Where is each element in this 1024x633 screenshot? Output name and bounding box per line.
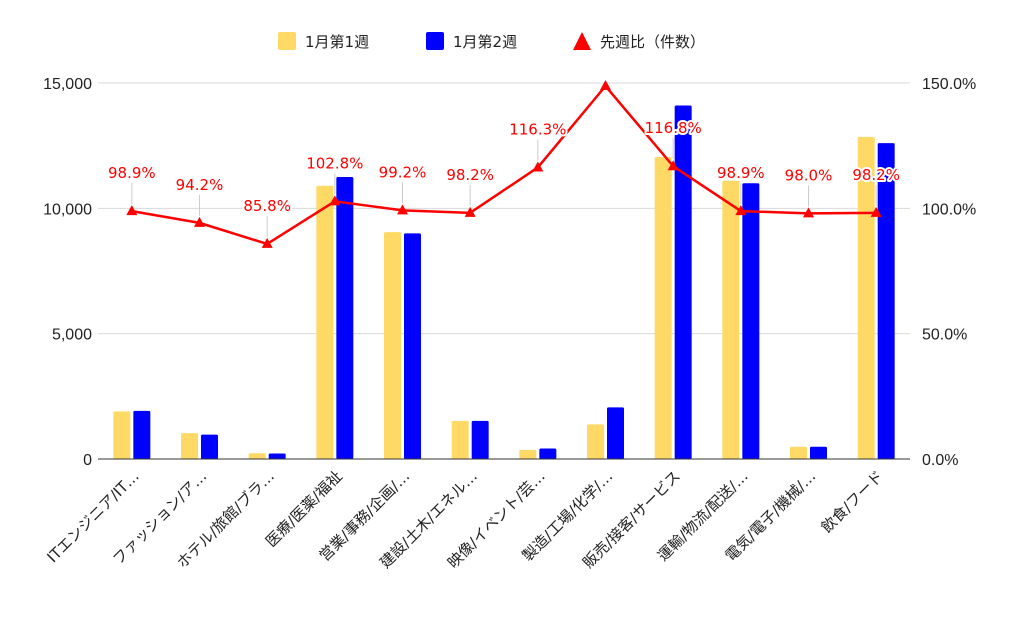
ratio-marker [464, 206, 476, 217]
bar-series-2 [539, 448, 557, 459]
data-label: 98.9% [717, 164, 765, 182]
y-right-tick-label: 150.0% [922, 76, 976, 93]
ratio-marker [532, 161, 544, 172]
data-label: 99.2% [379, 163, 427, 181]
data-label-halo: 99.2% [379, 163, 427, 181]
bar-series-1 [451, 420, 469, 459]
y-left-tick-label: 15,000 [43, 76, 92, 93]
y-left-tick-label: 5,000 [52, 327, 92, 344]
bar-series-2 [471, 420, 489, 459]
line-layer: 98.9%98.9%94.2%94.2%85.8%85.8%102.8%102.… [106, 80, 902, 248]
bar-series-1 [790, 446, 807, 459]
bar-series-1 [113, 411, 131, 459]
data-label-halo: 116.3% [509, 120, 566, 138]
bar-series-2 [133, 410, 151, 459]
bar-series-2 [268, 453, 286, 459]
bar-series-1 [519, 449, 537, 459]
ratio-marker [667, 160, 679, 171]
bar-series-1 [181, 433, 198, 459]
ratio-marker [735, 205, 747, 216]
data-label: 116.8% [645, 119, 702, 137]
bar-series-1 [654, 156, 672, 460]
grid-layer [98, 82, 910, 460]
bar-series-2 [201, 434, 218, 459]
y-right-tick-label: 0.0% [922, 452, 958, 469]
bar-series-1 [248, 453, 266, 459]
data-label: 98.2% [852, 166, 900, 184]
data-label: 98.9% [108, 164, 156, 182]
y-left-tick-label: 10,000 [43, 201, 92, 218]
axis-layer: 05,00010,00015,0000.0%50.0%100.0%150.0%I… [43, 76, 976, 572]
legend-label: 先週比（件数） [600, 33, 705, 51]
bar-series-2 [877, 143, 895, 459]
data-label: 98.0% [785, 166, 833, 184]
data-label: 116.3% [509, 120, 566, 138]
data-label-halo: 98.0% [785, 166, 833, 184]
legend: 1月第1週 1月第2週 先週比（件数） [278, 32, 705, 51]
data-label: 98.2% [446, 166, 494, 184]
data-label-halo: 98.2% [852, 166, 900, 184]
data-label-halo: 85.8% [243, 197, 291, 215]
legend-swatch [278, 32, 296, 50]
ratio-marker [870, 206, 882, 217]
data-label-halo: 98.2% [446, 166, 494, 184]
legend-swatch [426, 32, 444, 50]
bar-series-2 [742, 183, 760, 459]
data-label-halo: 98.9% [108, 164, 156, 182]
data-label-halo: 116.8% [645, 119, 702, 137]
ratio-marker [803, 207, 814, 218]
legend-label: 1月第2週 [453, 33, 517, 51]
bar-series-2 [336, 177, 354, 459]
ratio-marker [600, 80, 611, 91]
bars-layer [98, 105, 910, 460]
ratio-marker [261, 237, 273, 248]
data-label-halo: 98.9% [717, 164, 765, 182]
legend-label: 1月第1週 [305, 33, 369, 51]
data-label: 85.8% [243, 197, 291, 215]
data-label: 94.2% [176, 176, 224, 194]
bar-series-2 [404, 233, 421, 459]
bar-series-1 [384, 232, 401, 459]
bar-series-2 [607, 407, 624, 459]
data-label: 102.8% [306, 154, 363, 172]
ratio-marker [397, 204, 408, 215]
bar-series-1 [316, 185, 334, 460]
ratio-marker [194, 216, 205, 227]
bar-series-1 [857, 136, 875, 460]
ratio-marker [126, 205, 138, 216]
ratio-marker [329, 195, 341, 206]
bar-series-1 [722, 180, 740, 459]
bar-series-2 [674, 105, 692, 459]
y-left-tick-label: 0 [83, 452, 92, 469]
ratio-line [131, 84, 877, 246]
bar-series-2 [810, 446, 827, 459]
data-label-halo: 94.2% [176, 176, 224, 194]
y-right-tick-label: 100.0% [922, 201, 976, 218]
x-category-label: 飲食/フード [818, 467, 887, 536]
bar-series-1 [587, 424, 604, 459]
legend-marker [573, 32, 591, 50]
data-label-halo: 102.8% [306, 154, 363, 172]
y-right-tick-label: 50.0% [922, 327, 967, 344]
